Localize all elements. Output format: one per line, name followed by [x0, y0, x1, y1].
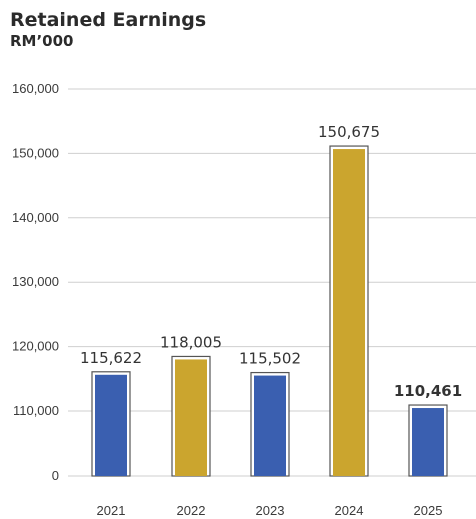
x-tick-label: 2023: [256, 503, 285, 518]
chart-title: Retained Earnings: [10, 9, 207, 31]
data-label: 150,675: [318, 123, 380, 141]
bar: [175, 359, 207, 476]
y-tick-label: 130,000: [12, 274, 59, 289]
x-tick-label: 2021: [97, 503, 126, 518]
y-tick-label: 150,000: [12, 145, 59, 160]
y-tick-label: 160,000: [12, 81, 59, 96]
bar: [254, 375, 286, 476]
y-tick-label: 110,000: [13, 403, 59, 418]
data-label: 115,502: [239, 350, 301, 368]
x-tick-label: 2025: [414, 503, 443, 518]
bar: [333, 149, 365, 477]
data-label: 110,461: [394, 382, 462, 400]
x-tick-label: 2024: [335, 503, 364, 518]
x-tick-label: 2022: [177, 503, 206, 518]
bar: [95, 374, 127, 476]
bar: [412, 408, 444, 476]
data-label: 115,622: [80, 349, 142, 367]
data-label: 118,005: [160, 333, 222, 351]
y-tick-label: 0: [52, 468, 59, 483]
y-tick-label: 120,000: [12, 339, 59, 354]
chart-subtitle: RM’000: [10, 32, 74, 50]
y-tick-label: 140,000: [12, 210, 59, 225]
